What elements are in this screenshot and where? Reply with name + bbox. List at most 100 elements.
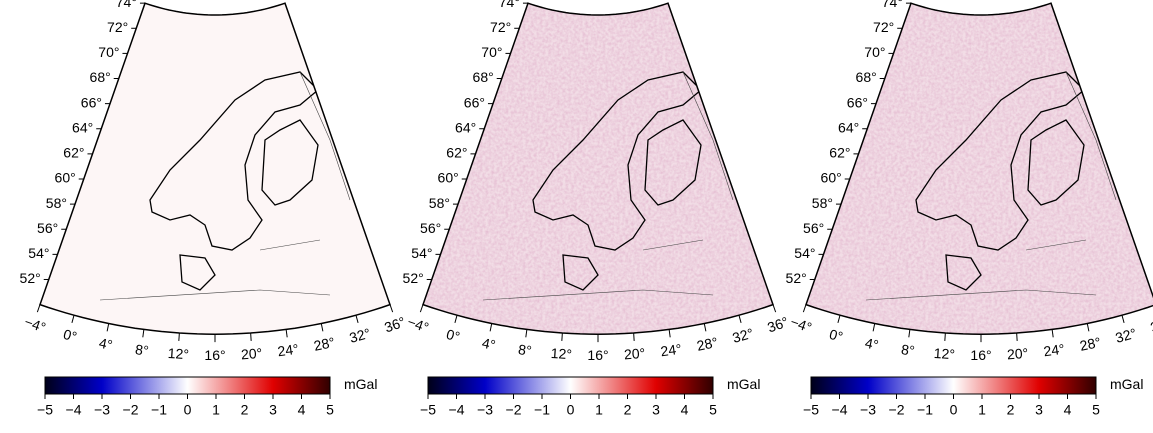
lat-label: 52°	[786, 270, 807, 286]
colorbar-tick-label: −5	[420, 402, 436, 418]
colorbar-tick-label: −2	[123, 402, 139, 418]
colorbar-tick-label: −3	[94, 402, 110, 418]
colorbar-tick-label: 1	[212, 402, 220, 418]
lon-label: 28°	[695, 334, 719, 354]
lon-tick	[285, 329, 288, 338]
lat-label: 66°	[847, 94, 868, 110]
lon-label: 32°	[1114, 325, 1139, 346]
lon-tick	[802, 304, 807, 313]
lat-label: 58°	[812, 195, 833, 211]
lon-tick	[872, 323, 876, 332]
lon-tick	[178, 332, 180, 342]
lon-tick	[250, 332, 252, 342]
colorbar-tick-label: −5	[803, 402, 819, 418]
border	[482, 71, 734, 301]
colorbar-tick-label: −4	[832, 402, 848, 418]
lon-label: 4°	[864, 335, 880, 353]
lon-tick	[633, 332, 635, 342]
lon-tick	[837, 315, 841, 324]
coastline	[532, 71, 702, 291]
lon-label: 8°	[900, 341, 915, 359]
colorbar-unit: mGal	[727, 376, 760, 392]
lon-label: 28°	[1078, 334, 1102, 354]
colorbar-tick-label: 4	[298, 402, 306, 418]
colorbar	[810, 376, 1097, 395]
map-panel: 74°72°70°68°66°64°62°60°58°56°54°52°−4° 0…	[20, 0, 408, 418]
coastline	[915, 71, 1085, 291]
lat-label: 62°	[63, 145, 84, 161]
colorbar-unit: mGal	[344, 376, 377, 392]
lon-tick	[668, 329, 671, 338]
lat-label: 60°	[438, 170, 459, 186]
lon-tick	[703, 323, 707, 332]
lat-label: 52°	[20, 270, 41, 286]
lat-label: 60°	[821, 170, 842, 186]
lon-label: 8°	[517, 341, 532, 359]
map-background	[40, 3, 390, 335]
colorbar-tick-label: −2	[889, 402, 905, 418]
lon-tick	[419, 304, 424, 313]
lon-tick	[525, 329, 528, 338]
lat-label: 56°	[37, 220, 58, 236]
lon-label: 4°	[481, 335, 497, 353]
lon-tick	[389, 304, 394, 313]
lon-tick	[71, 315, 75, 324]
colorbar-tick-label: 5	[1092, 402, 1100, 418]
map-panel: 74°72°70°68°66°64°62°60°58°56°54°52°−4° 0…	[786, 0, 1153, 418]
colorbar-tick-label: 1	[595, 402, 603, 418]
colorbar-tick-label: −4	[449, 402, 465, 418]
map-panel: 74°72°70°68°66°64°62°60°58°56°54°52°−4° 0…	[403, 0, 791, 418]
lon-label: −4°	[405, 313, 431, 335]
lat-label: 58°	[46, 195, 67, 211]
colorbar-tick-label: −5	[37, 402, 53, 418]
lat-label: 62°	[829, 145, 850, 161]
lon-label: 16°	[204, 347, 225, 363]
lat-label: 54°	[411, 245, 432, 261]
lat-label: 52°	[403, 270, 424, 286]
colorbar-tick-label: 4	[681, 402, 689, 418]
colorbar-tick-label: 2	[624, 402, 632, 418]
colorbar-tick-label: 4	[1064, 402, 1072, 418]
lon-label: 12°	[933, 345, 955, 362]
lon-label: 24°	[277, 341, 300, 360]
colorbar-tick-label: −3	[477, 402, 493, 418]
map-frame	[422, 2, 774, 335]
lon-tick	[489, 323, 493, 332]
lat-label: 72°	[490, 19, 511, 35]
colorbar-tick-label: −1	[534, 402, 550, 418]
lon-tick	[355, 315, 359, 324]
map-frame	[39, 2, 391, 335]
colorbar-tick-label: 2	[1007, 402, 1015, 418]
lon-tick	[944, 332, 946, 342]
lat-label: 54°	[794, 245, 815, 261]
colorbar	[44, 376, 331, 395]
colorbar-tick-label: 0	[567, 402, 575, 418]
lon-label: 36°	[765, 313, 790, 335]
colorbar-tick-label: 3	[269, 402, 277, 418]
map-frame	[805, 2, 1153, 335]
lat-label: 72°	[107, 19, 128, 35]
lon-tick	[772, 304, 777, 313]
lat-label: 70°	[864, 44, 885, 60]
lon-tick	[1121, 315, 1125, 324]
lat-label: 54°	[28, 245, 49, 261]
lat-label: 70°	[98, 44, 119, 60]
lon-label: 20°	[241, 345, 263, 362]
colorbar-tick-label: 0	[950, 402, 958, 418]
lon-label: 24°	[660, 341, 683, 360]
colorbar-tick-label: 2	[241, 402, 249, 418]
lon-label: −4°	[788, 313, 814, 335]
colorbar-tick-label: 3	[1035, 402, 1043, 418]
lon-tick	[561, 332, 563, 342]
lat-label: 68°	[473, 69, 494, 85]
colorbar-tick-label: −4	[66, 402, 82, 418]
lat-label: 56°	[803, 220, 824, 236]
colorbar-tick-label: 5	[709, 402, 717, 418]
lat-label: 64°	[72, 119, 93, 135]
colorbar-tick-label: 5	[326, 402, 334, 418]
lon-label: 20°	[624, 345, 646, 362]
lon-label: 24°	[1043, 341, 1066, 360]
lat-label: 72°	[873, 19, 894, 35]
lat-label: 58°	[429, 195, 450, 211]
coastline	[149, 71, 319, 291]
